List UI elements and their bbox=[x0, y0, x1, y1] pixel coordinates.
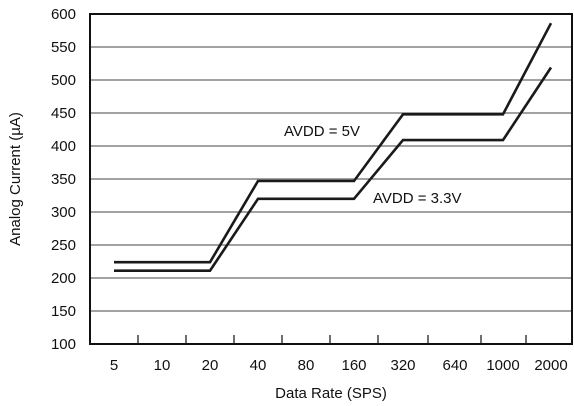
y-axis-tick-labels: 100 150 200 250 300 350 400 450 500 550 600 bbox=[51, 6, 76, 353]
y-tick-label-300: 300 bbox=[51, 204, 76, 221]
x-axis-title: Data Rate (SPS) bbox=[275, 385, 387, 402]
x-tick-label-320: 320 bbox=[390, 357, 415, 374]
x-tick-label-2000: 2000 bbox=[534, 357, 567, 374]
series-line-1 bbox=[114, 66, 553, 273]
y-tick-label-550: 550 bbox=[51, 39, 76, 56]
x-tick-label-1000: 1000 bbox=[486, 357, 519, 374]
y-axis-title: Analog Current (µA) bbox=[7, 112, 24, 246]
series-label-3v3: AVDD = 3.3V bbox=[373, 190, 462, 207]
x-axis-ticks bbox=[89, 335, 527, 344]
series-line-0 bbox=[114, 22, 553, 264]
x-tick-label-40: 40 bbox=[250, 357, 267, 374]
y-tick-label-400: 400 bbox=[51, 138, 76, 155]
x-tick-label-10: 10 bbox=[154, 357, 171, 374]
series-lines bbox=[113, 22, 553, 273]
y-tick-label-600: 600 bbox=[51, 6, 76, 23]
y-tick-label-150: 150 bbox=[51, 303, 76, 320]
series-label-5v: AVDD = 5V bbox=[284, 123, 360, 140]
plot-frame bbox=[89, 13, 573, 345]
x-tick-label-160: 160 bbox=[341, 357, 366, 374]
x-tick-label-20: 20 bbox=[202, 357, 219, 374]
y-tick-label-200: 200 bbox=[51, 270, 76, 287]
x-tick-label-640: 640 bbox=[442, 357, 467, 374]
x-axis-tick-labels: 5 10 20 40 80 160 320 640 1000 2000 bbox=[110, 357, 568, 374]
grid-lines bbox=[90, 46, 572, 312]
y-tick-label-250: 250 bbox=[51, 237, 76, 254]
y-tick-label-450: 450 bbox=[51, 105, 76, 122]
y-tick-label-100: 100 bbox=[51, 336, 76, 353]
x-tick-label-80: 80 bbox=[298, 357, 315, 374]
x-tick-label-5: 5 bbox=[110, 357, 118, 374]
y-tick-label-500: 500 bbox=[51, 72, 76, 89]
y-tick-label-350: 350 bbox=[51, 171, 76, 188]
